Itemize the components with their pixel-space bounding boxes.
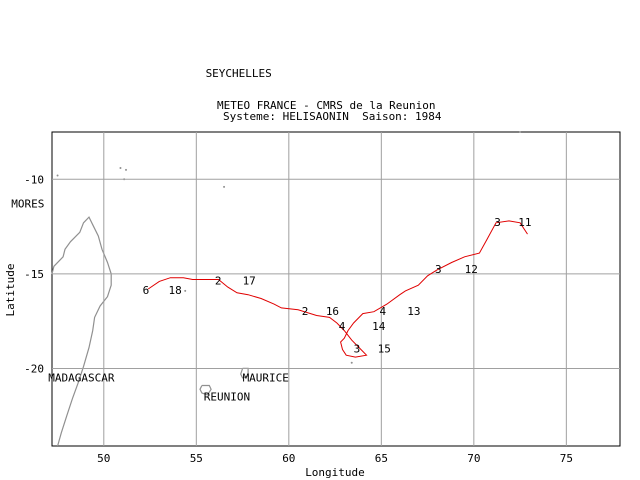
x-tick-label: 60	[282, 452, 295, 465]
place-label: MADAGASCAR	[48, 372, 115, 385]
x-tick-label: 50	[97, 452, 110, 465]
graticule-layer	[52, 132, 620, 446]
track-day-label: 3	[435, 263, 442, 276]
place-label: MORES	[11, 198, 44, 211]
place-label-layer: SEYCHELLES MORES MADAGASCAR MAURICE REUNION	[11, 67, 289, 403]
x-tick-label: 65	[375, 452, 388, 465]
islet	[125, 168, 128, 171]
track-day-label: 18	[169, 284, 182, 297]
track-day-label: 14	[372, 320, 386, 333]
track-day-label: 4	[379, 305, 386, 318]
place-label: SEYCHELLES	[206, 67, 272, 80]
track-day-label: 2	[215, 274, 222, 287]
map-frame	[51, 131, 621, 447]
y-tick-label: -10	[24, 173, 44, 186]
islet	[56, 174, 59, 177]
track-day-label: 15	[378, 343, 391, 356]
islet	[184, 289, 187, 292]
track-layer	[147, 220, 528, 358]
y-tick-label: -20	[24, 362, 44, 375]
track-day-label: 4	[339, 320, 346, 333]
x-tick-label: 75	[560, 452, 573, 465]
coastline-layer	[51, 131, 522, 447]
islet	[350, 361, 353, 364]
place-label: MAURICE	[243, 372, 289, 385]
track-day-label: 6	[143, 284, 150, 297]
tick-label-layer: 50 55 60 65 70 75 -10 -15 -20	[24, 173, 573, 465]
x-axis-label: Longitude	[305, 466, 365, 479]
place-label: REUNION	[204, 391, 250, 404]
track-day-label: 13	[407, 305, 420, 318]
y-tick-label: -15	[24, 268, 44, 281]
cyclone-track	[147, 220, 528, 358]
track-day-label: 12	[465, 263, 478, 276]
coastline-reunion	[199, 384, 212, 396]
x-tick-label: 55	[190, 452, 203, 465]
x-tick-label: 70	[467, 452, 480, 465]
track-day-label: 17	[243, 274, 256, 287]
map-title: METEO FRANCE - CMRS de la Reunion	[217, 99, 436, 112]
track-day-label: 16	[326, 305, 339, 318]
islet	[119, 166, 122, 169]
track-day-label: 11	[518, 216, 531, 229]
y-axis-label: Latitude	[4, 264, 17, 317]
track-day-label: 3	[354, 343, 361, 356]
map-subtitle: Systeme: HELISAONIN Saison: 1984	[223, 110, 442, 123]
track-day-label: 2	[302, 305, 309, 318]
track-day-label: 3	[494, 216, 501, 229]
coastline-madagascar	[51, 216, 112, 447]
islet	[519, 131, 522, 133]
islet	[223, 185, 226, 188]
